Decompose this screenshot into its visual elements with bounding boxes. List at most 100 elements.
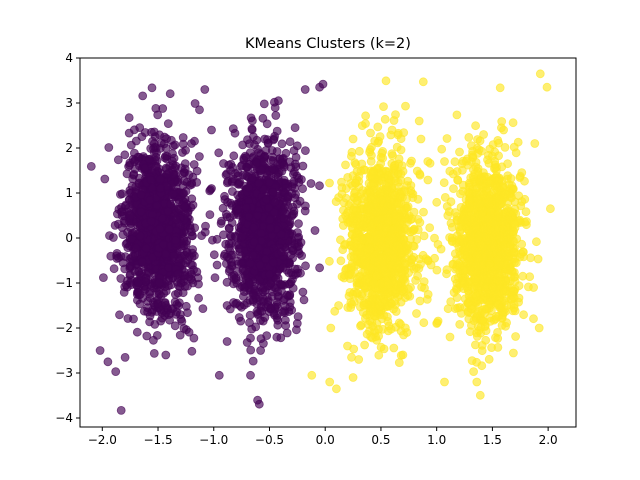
cluster-0-point <box>283 192 293 202</box>
cluster-1-point <box>481 335 491 345</box>
cluster-1-point <box>452 110 462 120</box>
cluster-1-point <box>373 122 383 132</box>
cluster-0-point <box>86 161 96 171</box>
cluster-1-point <box>452 293 462 303</box>
cluster-0-point <box>292 319 302 328</box>
cluster-1-point <box>452 216 462 226</box>
cluster-0-point <box>103 357 113 367</box>
cluster-0-point <box>241 203 251 213</box>
cluster-0-point <box>259 99 269 109</box>
cluster-0-point <box>185 223 195 233</box>
cluster-1-point <box>378 263 388 273</box>
cluster-1-point <box>381 76 391 86</box>
cluster-0-point <box>157 213 167 223</box>
cluster-0-point <box>310 226 320 235</box>
cluster-0-point <box>161 350 171 360</box>
cluster-0-point <box>168 189 178 199</box>
cluster-0-point <box>255 260 265 270</box>
cluster-0-point <box>285 137 295 147</box>
cluster-1-point <box>388 233 398 243</box>
cluster-1-point <box>341 160 350 170</box>
cluster-0-point <box>117 189 127 199</box>
cluster-1-point <box>337 183 347 193</box>
cluster-0-point <box>253 211 263 221</box>
cluster-1-point <box>482 295 492 305</box>
cluster-1-point <box>526 253 535 263</box>
cluster-0-point <box>238 291 248 301</box>
cluster-1-point <box>347 299 357 309</box>
cluster-0-point <box>109 264 119 274</box>
cluster-1-point <box>468 172 478 182</box>
cluster-1-point <box>423 175 433 185</box>
cluster-0-point <box>280 202 290 212</box>
cluster-0-point <box>169 251 179 261</box>
cluster-0-point <box>165 89 175 99</box>
cluster-1-point <box>358 220 368 230</box>
cluster-1-point <box>455 302 465 312</box>
cluster-0-point <box>171 161 181 171</box>
cluster-1-point <box>374 324 383 334</box>
cluster-0-point <box>276 247 286 257</box>
cluster-1-point <box>450 157 460 167</box>
cluster-0-point <box>262 119 272 129</box>
cluster-0-point <box>124 162 134 171</box>
cluster-0-point <box>294 219 303 229</box>
cluster-0-point <box>262 247 272 257</box>
cluster-1-point <box>391 307 401 316</box>
cluster-0-point <box>178 133 188 142</box>
cluster-1-point <box>519 310 528 320</box>
cluster-0-point <box>232 298 242 308</box>
cluster-1-point <box>381 223 391 233</box>
cluster-0-point <box>163 119 173 128</box>
cluster-0-point <box>173 269 183 279</box>
cluster-0-point <box>298 287 308 297</box>
cluster-1-point <box>498 242 508 252</box>
cluster-0-point <box>209 250 219 260</box>
cluster-0-point <box>246 333 255 343</box>
cluster-1-point <box>443 304 453 314</box>
cluster-0-point <box>141 276 151 286</box>
cluster-0-point <box>99 273 108 283</box>
cluster-0-point <box>146 144 156 153</box>
cluster-0-point <box>155 224 165 234</box>
cluster-0-point <box>265 223 275 233</box>
cluster-1-point <box>379 102 388 111</box>
cluster-0-point <box>133 278 143 288</box>
cluster-1-point <box>493 186 502 196</box>
cluster-0-point <box>212 260 222 270</box>
cluster-0-point <box>223 197 233 207</box>
cluster-1-point <box>467 356 477 366</box>
cluster-0-point <box>260 285 270 295</box>
cluster-1-point <box>478 316 488 326</box>
cluster-1-point <box>502 301 512 311</box>
cluster-1-point <box>354 146 364 156</box>
cluster-0-point <box>277 139 287 149</box>
cluster-1-point <box>477 346 487 356</box>
cluster-1-point <box>470 340 480 350</box>
cluster-0-point <box>124 113 134 123</box>
cluster-0-point <box>292 199 302 209</box>
cluster-1-point <box>469 367 479 377</box>
cluster-0-point <box>286 277 296 287</box>
cluster-1-point <box>483 214 493 224</box>
cluster-0-point <box>256 228 266 238</box>
cluster-1-point <box>488 239 498 249</box>
cluster-1-point <box>360 340 370 350</box>
cluster-0-point <box>136 190 146 200</box>
cluster-0-point <box>147 83 157 93</box>
cluster-0-point <box>207 125 216 135</box>
cluster-1-point <box>493 300 503 310</box>
cluster-1-point <box>490 163 500 173</box>
cluster-0-point <box>122 169 132 179</box>
cluster-1-point <box>455 147 464 157</box>
cluster-1-point <box>465 230 475 240</box>
cluster-1-point <box>406 158 415 168</box>
cluster-1-point <box>392 223 402 233</box>
cluster-0-point <box>179 188 189 198</box>
cluster-0-point <box>269 135 278 145</box>
cluster-0-point <box>145 317 155 327</box>
cluster-0-point <box>155 183 165 193</box>
cluster-0-point <box>267 287 277 297</box>
cluster-1-point <box>508 118 518 128</box>
